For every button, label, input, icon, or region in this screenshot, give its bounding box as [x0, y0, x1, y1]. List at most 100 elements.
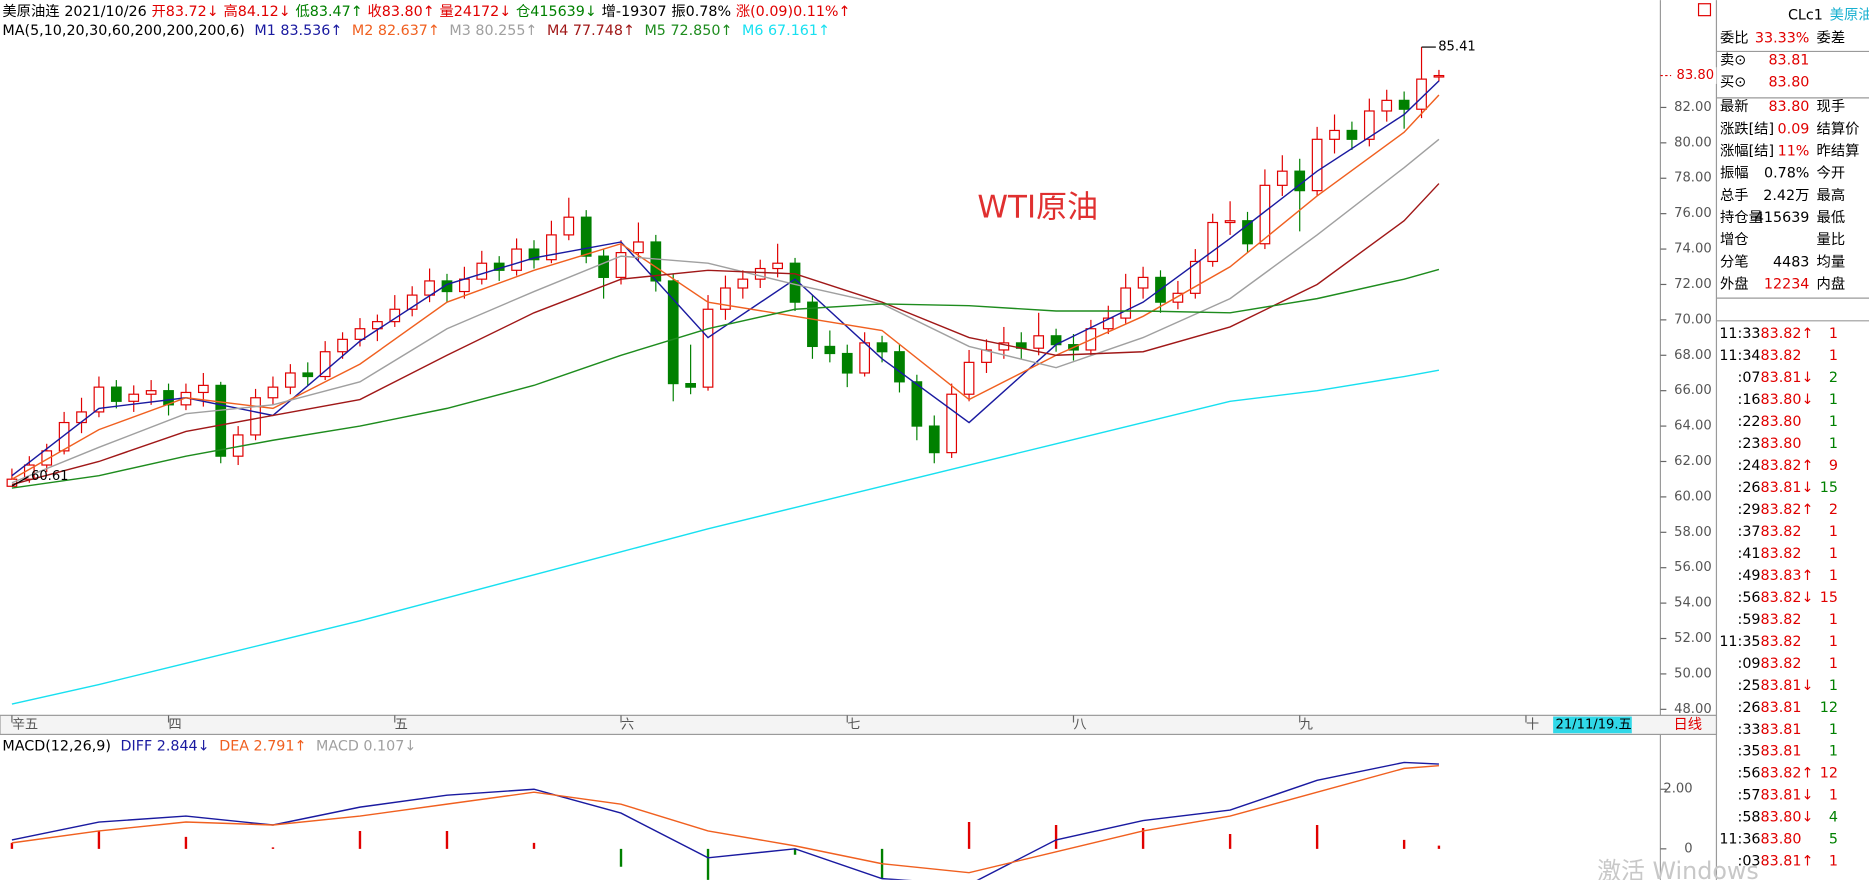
- trade-time: :56: [1738, 590, 1761, 606]
- trade-price: 83.80↓: [1761, 392, 1814, 408]
- candle-body: [197, 384, 209, 394]
- trade-price: 83.82↓: [1761, 590, 1814, 606]
- month-label: 辛五: [12, 716, 38, 732]
- month-label: 六: [621, 716, 634, 732]
- macd-title: MACD(12,26,9): [2, 738, 111, 754]
- y-tick-label: 58.00: [1674, 525, 1712, 540]
- candle-body: [998, 342, 1010, 351]
- y-tick-label: 66.00: [1674, 383, 1712, 398]
- trade-time: :29: [1738, 502, 1761, 518]
- candle-body: [894, 351, 905, 383]
- ma-params: MA(5,10,20,30,60,200,200,200,6): [2, 23, 244, 39]
- candle-body: [928, 425, 940, 454]
- annotations: 48.0050.0052.0054.0056.0058.0060.0062.00…: [11, 29, 1860, 870]
- min-label: 60.61: [31, 469, 69, 484]
- candle-body: [267, 386, 279, 399]
- candle-body: [1120, 287, 1132, 319]
- quote-label: 内盘: [1817, 275, 1846, 293]
- candle-body: [319, 351, 331, 378]
- candle-body: [284, 372, 296, 388]
- candle-body: [754, 267, 766, 280]
- quote-label: 最新: [1720, 98, 1749, 115]
- trade-volume: 1: [1829, 854, 1838, 870]
- quote-label: 委差: [1817, 29, 1846, 46]
- quote-code: CLc1: [1788, 8, 1823, 24]
- trade-time: :24: [1738, 458, 1761, 474]
- candle-body: [58, 421, 70, 452]
- quote-label: 振幅: [1720, 165, 1749, 182]
- month-label: 九: [1300, 716, 1313, 732]
- y-tick-label: 82.00: [1674, 100, 1712, 115]
- candle-body: [737, 278, 749, 289]
- trade-price: 83.83↑: [1761, 568, 1814, 584]
- trade-price: 83.81: [1761, 722, 1802, 738]
- header-item: 高84.12↓: [224, 3, 291, 20]
- quote-label: 最低: [1817, 209, 1846, 226]
- trade-price: 83.82: [1761, 524, 1802, 540]
- trade-volume: 9: [1829, 458, 1838, 474]
- candle-body: [876, 342, 888, 353]
- trade-price: 83.80: [1761, 436, 1802, 452]
- candle-body: [772, 262, 784, 270]
- window-button[interactable]: [1697, 3, 1712, 17]
- candle-body: [1433, 74, 1445, 78]
- y-tick-label: 48.00: [1674, 702, 1712, 717]
- candle-body: [1311, 138, 1323, 192]
- trade-volume: 1: [1829, 392, 1838, 408]
- trade-volume: 1: [1829, 414, 1838, 430]
- trade-time: :58: [1738, 810, 1761, 826]
- y-tick-label: 80.00: [1674, 135, 1712, 150]
- header-item: 仓415639↓: [516, 3, 597, 20]
- quote-label: 委比: [1720, 29, 1749, 46]
- candle-body: [1381, 99, 1393, 112]
- candle-body: [807, 301, 818, 348]
- trade-time: :37: [1738, 524, 1761, 540]
- trade-time: 11:36: [1719, 832, 1760, 848]
- candle-body: [1346, 129, 1358, 140]
- trade-time: :03: [1738, 854, 1761, 870]
- quote-label: 分笔: [1720, 253, 1749, 270]
- trade-time: :49: [1738, 568, 1761, 584]
- quote-label: 涨跌[结]: [1720, 120, 1774, 137]
- trade-time: 11:33: [1719, 326, 1760, 342]
- trade-price: 83.82: [1761, 634, 1802, 650]
- quote-label: 涨幅[结]: [1720, 143, 1774, 160]
- y-tick-label: 68.00: [1674, 348, 1712, 363]
- x-axis-band: [0, 714, 1718, 736]
- ma-line: [11, 369, 1440, 705]
- trade-time: 11:35: [1719, 634, 1760, 650]
- legend-entry: M2 82.637↑: [352, 23, 440, 39]
- trade-time: 11:34: [1719, 348, 1760, 364]
- quote-value: 0.09: [1778, 121, 1810, 137]
- trade-volume: 1: [1829, 612, 1838, 628]
- quote-label: 昨结算: [1817, 143, 1860, 160]
- trade-price: 83.82: [1761, 348, 1802, 364]
- month-label: 八: [1073, 717, 1086, 732]
- legend-entry: DIFF 2.844↓: [121, 738, 210, 754]
- trade-price: 83.82↑: [1761, 766, 1814, 782]
- trade-time: :41: [1738, 546, 1761, 562]
- candle-body: [685, 383, 696, 388]
- quote-label: 量比: [1817, 231, 1846, 248]
- candle-body: [93, 386, 105, 413]
- candle-body: [1242, 220, 1253, 245]
- candle-body: [1329, 129, 1340, 140]
- trade-price: 83.80↓: [1761, 810, 1814, 826]
- candle-body: [1363, 110, 1375, 140]
- candle-body: [633, 241, 644, 254]
- y-tick-label: 60.00: [1674, 489, 1712, 504]
- candle-body: [1224, 220, 1236, 224]
- trade-price: 83.81: [1761, 700, 1802, 716]
- trade-price: 83.81↑: [1761, 854, 1814, 870]
- date-label: 21/11/19.五: [1556, 717, 1632, 732]
- macd-line: [11, 761, 1439, 880]
- candle-body: [41, 450, 53, 466]
- header-item: 美原油连: [2, 3, 59, 20]
- trade-volume: 1: [1829, 326, 1838, 342]
- trade-volume: 1: [1829, 722, 1838, 738]
- candle-body: [1172, 292, 1184, 303]
- header-item: 开83.72↓: [152, 4, 219, 20]
- candle-body: [1398, 99, 1410, 110]
